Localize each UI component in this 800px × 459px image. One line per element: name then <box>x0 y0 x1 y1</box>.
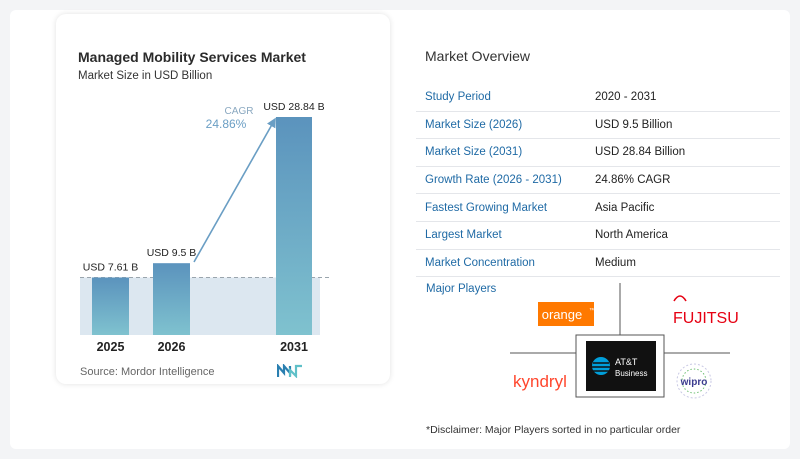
svg-text:Business: Business <box>615 369 647 378</box>
overview-value: USD 28.84 Billion <box>586 138 780 167</box>
overview-value: Asia Pacific <box>586 193 780 222</box>
disclaimer: *Disclaimer: Major Players sorted in no … <box>426 424 681 436</box>
kyndryl-logo: kyndryl <box>513 372 567 391</box>
att-business-logo: AT&T Business <box>586 341 656 391</box>
overview-title: Market Overview <box>425 48 531 64</box>
value-label-2025: USD 7.61 B <box>83 261 138 273</box>
overview-row: Market Size (2031) USD 28.84 Billion <box>416 138 780 167</box>
svg-text:wipro: wipro <box>680 377 708 388</box>
overview-label: Fastest Growing Market <box>416 193 586 222</box>
overview-table: Study Period 2020 - 2031 Market Size (2026… <box>416 84 780 278</box>
cagr-value: 24.86% <box>206 117 247 131</box>
overview-value: Medium <box>586 249 780 278</box>
value-label-2026: USD 9.5 B <box>147 247 197 259</box>
wipro-logo: wipro <box>676 363 712 399</box>
overview-value: 2020 - 2031 <box>586 84 780 112</box>
svg-text:orange: orange <box>542 307 582 322</box>
chart-subtitle: Market Size in USD Billion <box>78 70 213 82</box>
mordor-logo-icon <box>277 364 302 378</box>
overview-label: Market Concentration <box>416 249 586 278</box>
orange-logo: orange ™ <box>538 302 595 326</box>
overview-row: Fastest Growing Market Asia Pacific <box>416 193 780 222</box>
overview-row: Market Concentration Medium <box>416 249 780 278</box>
major-players-title: Major Players <box>426 283 497 295</box>
overview-label: Largest Market <box>416 221 586 250</box>
overview-label: Study Period <box>416 84 586 112</box>
bar-2025 <box>92 277 129 335</box>
cagr-arrow <box>193 117 276 263</box>
overview-value: 24.86% CAGR <box>586 166 780 195</box>
source-text: Source: Mordor Intelligence <box>80 366 215 378</box>
overview-value: USD 9.5 Billion <box>586 111 780 140</box>
overview-label: Market Size (2026) <box>416 111 586 140</box>
svg-text:AT&T: AT&T <box>615 357 638 367</box>
bar-2026 <box>153 263 190 335</box>
category-label-2025: 2025 <box>97 340 125 354</box>
overview-row: Study Period 2020 - 2031 <box>416 84 780 112</box>
overview-label: Market Size (2031) <box>416 138 586 167</box>
overview-label: Growth Rate (2026 - 2031) <box>416 166 586 195</box>
fujitsu-logo: FUJITSU <box>673 295 739 327</box>
category-label-2031: 2031 <box>280 340 308 354</box>
bar-2031 <box>276 117 312 335</box>
cagr-label: CAGR <box>225 106 254 117</box>
overview-value: North America <box>586 221 780 250</box>
overview-row: Largest Market North America <box>416 221 780 250</box>
value-label-2031: USD 28.84 B <box>263 101 324 113</box>
svg-text:™: ™ <box>589 307 595 314</box>
overview-row: Growth Rate (2026 - 2031) 24.86% CAGR <box>416 166 780 195</box>
category-label-2026: 2026 <box>158 340 186 354</box>
overview-row: Market Size (2026) USD 9.5 Billion <box>416 111 780 140</box>
svg-text:FUJITSU: FUJITSU <box>673 310 739 327</box>
players-logo-grid: orange ™ FUJITSU kyndryl AT&T Business w… <box>510 283 739 399</box>
chart-title: Managed Mobility Services Market <box>78 49 306 65</box>
